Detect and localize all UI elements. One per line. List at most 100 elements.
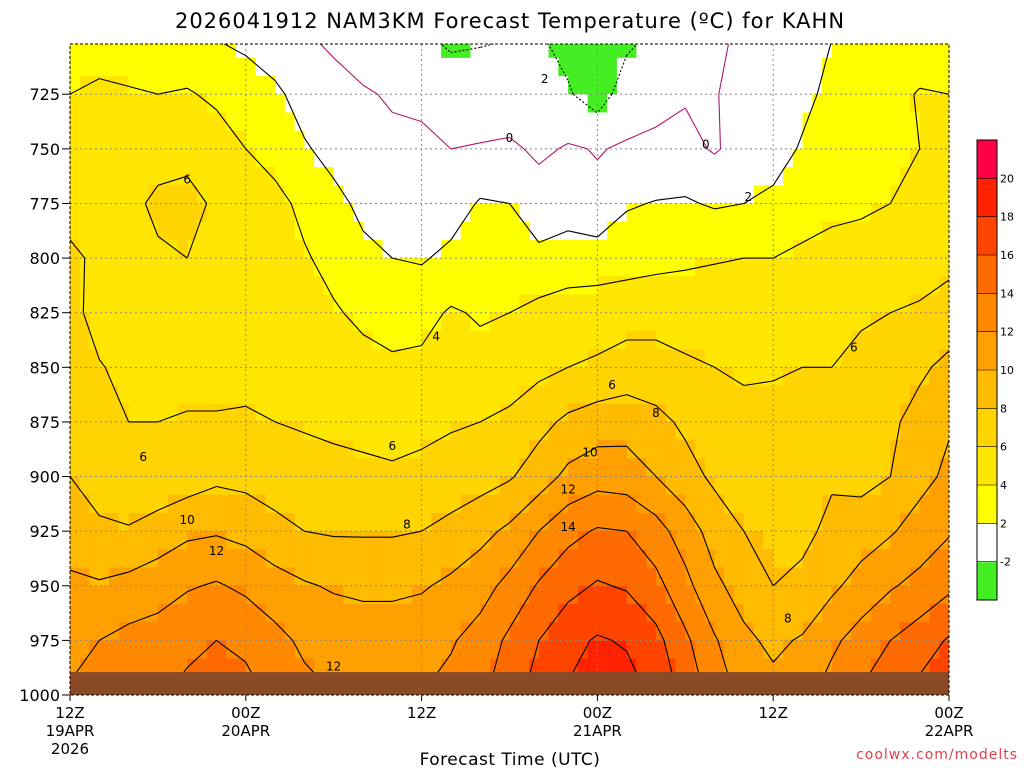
temperature-fill-cell bbox=[714, 403, 725, 423]
temperature-fill-cell bbox=[148, 603, 159, 623]
temperature-fill-cell bbox=[538, 167, 550, 186]
temperature-fill-cell bbox=[831, 349, 843, 368]
temperature-fill-cell bbox=[900, 130, 911, 150]
temperature-fill-cell bbox=[519, 221, 530, 241]
temperature-fill-cell bbox=[275, 148, 286, 168]
temperature-fill-cell bbox=[753, 603, 765, 623]
temperature-fill-cell bbox=[392, 385, 403, 405]
temperature-fill-cell bbox=[851, 658, 862, 678]
temperature-fill-cell bbox=[265, 148, 276, 168]
temperature-fill-cell bbox=[822, 44, 833, 59]
temperature-fill-cell bbox=[70, 349, 81, 368]
temperature-fill-cell bbox=[431, 458, 442, 478]
temperature-fill-cell bbox=[519, 603, 530, 623]
temperature-fill-cell bbox=[489, 494, 501, 514]
temperature-fill-cell bbox=[802, 130, 813, 150]
temperature-fill-cell bbox=[353, 476, 364, 496]
temperature-fill-cell bbox=[411, 421, 423, 441]
temperature-fill-cell bbox=[792, 421, 804, 441]
temperature-fill-cell bbox=[851, 367, 862, 387]
temperature-fill-cell bbox=[861, 76, 872, 95]
temperature-fill-cell bbox=[304, 276, 315, 296]
temperature-fill-cell bbox=[148, 440, 159, 459]
temperature-fill-cell bbox=[734, 549, 745, 569]
temperature-fill-cell bbox=[284, 531, 296, 550]
temperature-fill-cell bbox=[148, 658, 159, 678]
temperature-fill-cell bbox=[460, 312, 472, 332]
temperature-fill-cell bbox=[402, 330, 413, 350]
temperature-fill-cell bbox=[792, 549, 804, 569]
temperature-fill-cell bbox=[196, 603, 208, 623]
temperature-fill-cell bbox=[782, 203, 794, 223]
temperature-fill-cell bbox=[167, 567, 179, 587]
temperature-fill-cell bbox=[792, 512, 804, 532]
temperature-fill-cell bbox=[89, 294, 100, 314]
temperature-fill-cell bbox=[304, 148, 315, 168]
temperature-fill-cell bbox=[851, 585, 862, 605]
temperature-fill-cell bbox=[792, 130, 804, 150]
temperature-fill-cell bbox=[275, 585, 286, 605]
temperature-fill-cell bbox=[743, 640, 755, 660]
temperature-fill-cell bbox=[656, 603, 667, 623]
temperature-fill-cell bbox=[597, 512, 608, 532]
temperature-fill-cell bbox=[196, 585, 208, 605]
temperature-fill-cell bbox=[743, 44, 755, 59]
temperature-fill-cell bbox=[255, 549, 266, 569]
temperature-fill-cell bbox=[489, 185, 501, 205]
temperature-fill-cell bbox=[577, 385, 589, 405]
temperature-fill-cell bbox=[509, 221, 520, 241]
temperature-fill-cell bbox=[489, 476, 501, 496]
temperature-fill-cell bbox=[548, 585, 559, 605]
temperature-fill-cell bbox=[812, 57, 823, 77]
temperature-fill-cell bbox=[900, 385, 911, 405]
temperature-fill-cell bbox=[616, 148, 628, 168]
temperature-fill-cell bbox=[773, 203, 784, 223]
temperature-fill-cell bbox=[499, 239, 511, 259]
temperature-fill-cell bbox=[656, 385, 667, 405]
temperature-fill-cell bbox=[304, 185, 315, 205]
temperature-fill-cell bbox=[284, 312, 296, 332]
temperature-fill-cell bbox=[626, 57, 638, 77]
temperature-fill-cell bbox=[118, 494, 130, 514]
temperature-fill-cell bbox=[773, 76, 784, 95]
temperature-fill-cell bbox=[851, 403, 862, 423]
temperature-fill-cell bbox=[245, 512, 257, 532]
temperature-fill-cell bbox=[196, 367, 208, 387]
temperature-fill-cell bbox=[226, 167, 237, 186]
temperature-fill-cell bbox=[519, 94, 530, 114]
temperature-fill-cell bbox=[636, 112, 647, 132]
temperature-fill-cell bbox=[773, 421, 784, 441]
temperature-fill-cell bbox=[216, 531, 227, 550]
temperature-fill-cell bbox=[704, 403, 716, 423]
temperature-fill-cell bbox=[890, 421, 901, 441]
temperature-fill-cell bbox=[314, 603, 325, 623]
temperature-fill-cell bbox=[255, 476, 266, 496]
temperature-fill-cell bbox=[782, 603, 794, 623]
temperature-fill-cell bbox=[646, 658, 657, 678]
temperature-fill-cell bbox=[587, 258, 598, 277]
temperature-fill-cell bbox=[646, 458, 657, 478]
temperature-fill-cell bbox=[363, 203, 374, 223]
temperature-fill-cell bbox=[265, 458, 276, 478]
temperature-fill-cell bbox=[900, 349, 911, 368]
temperature-fill-cell bbox=[685, 640, 696, 660]
temperature-fill-cell bbox=[880, 640, 891, 660]
temperature-fill-cell bbox=[822, 239, 833, 259]
temperature-fill-cell bbox=[782, 112, 794, 132]
temperature-fill-cell bbox=[372, 531, 384, 550]
temperature-fill-cell bbox=[929, 403, 940, 423]
temperature-fill-cell bbox=[509, 185, 520, 205]
contour-label-text: 12 bbox=[326, 660, 341, 674]
temperature-fill-cell bbox=[870, 549, 882, 569]
temperature-fill-cell bbox=[177, 57, 188, 77]
temperature-fill-cell bbox=[157, 585, 169, 605]
temperature-fill-cell bbox=[841, 57, 852, 77]
temperature-fill-cell bbox=[421, 312, 432, 332]
temperature-fill-cell bbox=[431, 276, 442, 296]
temperature-fill-cell bbox=[392, 512, 403, 532]
temperature-fill-cell bbox=[236, 239, 247, 259]
temperature-fill-cell bbox=[265, 167, 276, 186]
temperature-fill-cell bbox=[109, 585, 120, 605]
temperature-fill-cell bbox=[450, 458, 462, 478]
temperature-fill-cell bbox=[275, 367, 286, 387]
